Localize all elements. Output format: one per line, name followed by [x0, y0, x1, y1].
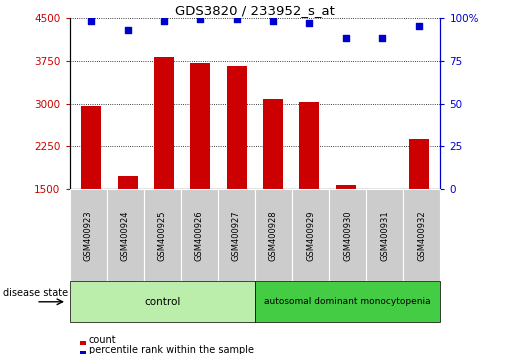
Text: GSM400924: GSM400924: [121, 210, 130, 261]
Text: GSM400926: GSM400926: [195, 210, 204, 261]
Point: [378, 35, 386, 41]
Text: GSM400927: GSM400927: [232, 210, 241, 261]
Point: [233, 17, 241, 22]
Bar: [227, 66, 247, 189]
Bar: [299, 102, 319, 189]
Bar: [154, 57, 174, 189]
Point: [124, 27, 132, 33]
Text: percentile rank within the sample: percentile rank within the sample: [89, 346, 253, 354]
Bar: [81, 107, 101, 189]
Text: GSM400923: GSM400923: [83, 210, 93, 261]
Text: GSM400928: GSM400928: [269, 210, 278, 261]
Bar: [263, 99, 283, 189]
Text: GSM400930: GSM400930: [343, 210, 352, 261]
Bar: [408, 139, 428, 189]
Point: [269, 18, 277, 24]
Text: autosomal dominant monocytopenia: autosomal dominant monocytopenia: [264, 297, 431, 306]
Text: GSM400932: GSM400932: [417, 210, 426, 261]
Bar: [336, 185, 356, 189]
Text: control: control: [144, 297, 180, 307]
Title: GDS3820 / 233952_s_at: GDS3820 / 233952_s_at: [175, 4, 335, 17]
Text: GSM400931: GSM400931: [380, 210, 389, 261]
Text: disease state: disease state: [3, 288, 67, 298]
Point: [160, 18, 168, 24]
Point: [87, 18, 95, 24]
Text: GSM400925: GSM400925: [158, 210, 167, 261]
Text: count: count: [89, 335, 116, 345]
Bar: [191, 63, 211, 189]
Point: [196, 17, 204, 22]
Text: GSM400929: GSM400929: [306, 210, 315, 261]
Point: [415, 23, 423, 29]
Point: [341, 35, 350, 41]
Point: [305, 20, 314, 26]
Bar: [118, 176, 138, 189]
